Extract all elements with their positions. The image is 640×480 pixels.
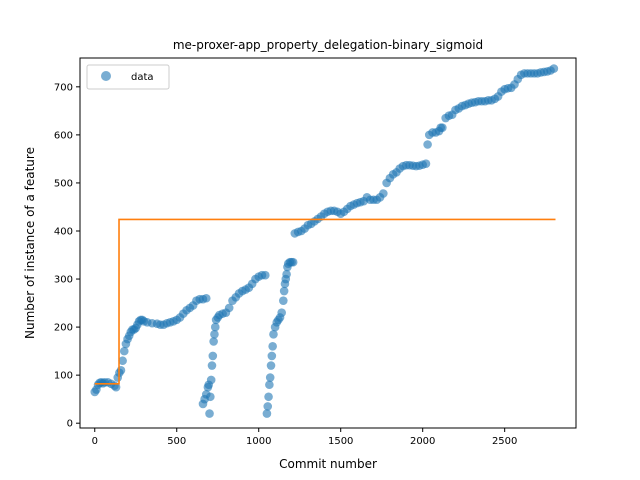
- data-point: [421, 159, 431, 169]
- x-tick-label: 1000: [246, 436, 271, 447]
- y-tick-label: 200: [54, 323, 73, 334]
- axes-frame: [79, 57, 577, 429]
- data-point: [438, 123, 447, 132]
- x-tick-label: 0: [92, 436, 98, 447]
- data-point: [201, 293, 211, 303]
- y-axis-title: Number of instance of a feature: [23, 147, 37, 339]
- x-tick-label: 1500: [328, 436, 353, 447]
- data-point: [279, 296, 288, 305]
- data-point: [210, 330, 219, 339]
- y-tick-label: 100: [54, 371, 73, 382]
- data-point: [266, 361, 276, 370]
- axis-ticks: 0 500 1000 1500 2000 2500 0 100 200 300 400 500 600 7…: [54, 82, 517, 447]
- data-point: [210, 322, 220, 332]
- legend-label-data: data: [131, 72, 154, 83]
- data-point: [207, 361, 217, 370]
- data-point: [264, 392, 273, 402]
- data-point: [265, 373, 275, 382]
- data-point: [549, 64, 559, 73]
- data-point: [263, 402, 273, 411]
- y-tick-label: 300: [54, 275, 73, 286]
- data-point: [277, 308, 286, 317]
- data-point: [379, 189, 388, 198]
- data-point: [111, 382, 121, 392]
- data-point: [205, 409, 214, 418]
- data-point: [260, 270, 270, 280]
- data-point: [265, 380, 274, 390]
- data-point: [262, 409, 272, 418]
- data-point: [268, 342, 277, 351]
- x-axis-title: Commit number: [279, 457, 377, 471]
- x-tick-label: 500: [167, 436, 186, 447]
- x-tick-label: 2000: [410, 436, 435, 447]
- data-point: [118, 356, 127, 366]
- plot-area: [90, 64, 559, 418]
- y-tick-label: 400: [54, 226, 73, 237]
- data-point: [267, 351, 277, 361]
- data-point: [208, 351, 218, 361]
- data-point: [206, 375, 216, 385]
- y-tick-label: 600: [54, 130, 73, 141]
- legend-marker-data: [101, 71, 111, 81]
- y-tick-label: 700: [54, 82, 73, 93]
- chart-title: me-proxer-app_property_delegation-binary…: [173, 38, 483, 52]
- data-point: [224, 303, 234, 313]
- data-point: [119, 346, 129, 356]
- legend: data: [86, 64, 170, 90]
- data-point: [288, 257, 298, 267]
- y-tick-label: 500: [54, 178, 73, 189]
- data-point: [206, 392, 215, 402]
- y-tick-label: 0: [67, 419, 73, 430]
- data-point: [423, 140, 432, 149]
- data-point: [116, 366, 126, 375]
- data-point: [209, 337, 218, 346]
- data-point: [269, 330, 278, 339]
- data-point: [279, 286, 289, 296]
- fit-line: [94, 218, 556, 385]
- x-tick-label: 2500: [492, 436, 517, 447]
- data-point: [282, 269, 291, 279]
- legend-box: [86, 64, 170, 90]
